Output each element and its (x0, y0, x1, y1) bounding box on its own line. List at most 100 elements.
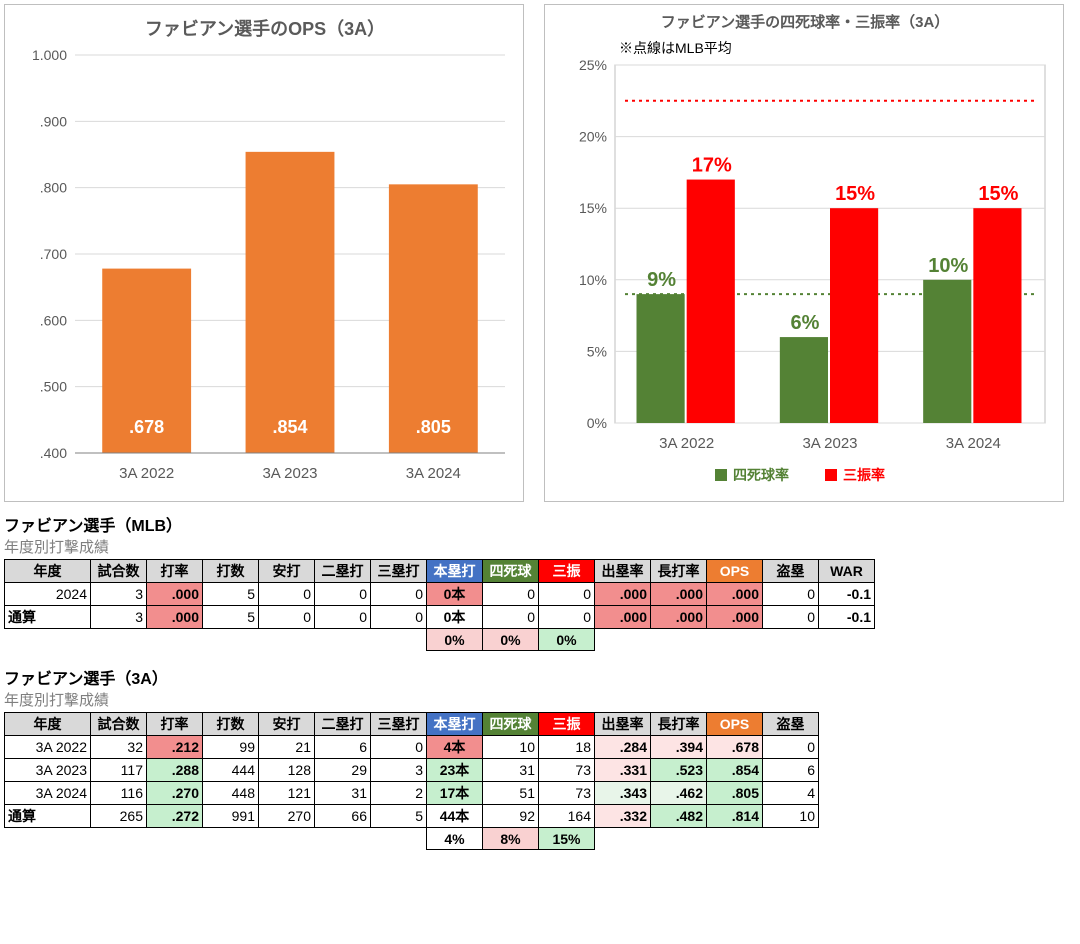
ops-xtick: 3A 2024 (406, 465, 461, 482)
bbk-xtick: 3A 2024 (946, 435, 1001, 452)
table-pct-cell: 15% (539, 828, 595, 850)
table-empty-cell (5, 629, 91, 651)
table-empty-cell (203, 828, 259, 850)
table-header-cell: 出塁率 (595, 713, 651, 736)
table-empty-cell (203, 629, 259, 651)
table-cell: 0 (539, 606, 595, 629)
ops-ytick: 1.000 (32, 47, 67, 63)
table-cell: 0 (539, 583, 595, 606)
table-cell: 5 (203, 606, 259, 629)
ops-ytick: .500 (40, 379, 67, 395)
bbk-ytick: 15% (579, 200, 607, 216)
bbk-ytick: 25% (579, 57, 607, 73)
table-cell: 66 (315, 805, 371, 828)
table-cell: 0 (259, 606, 315, 629)
bbk-ytick: 20% (579, 129, 607, 145)
table-cell: 0 (371, 606, 427, 629)
table-empty-cell (371, 629, 427, 651)
bbk-bar (687, 180, 735, 423)
aaa-subtitle: 年度別打撃成績 (4, 689, 1076, 710)
table-empty-cell (707, 828, 763, 850)
table-empty-cell (5, 828, 91, 850)
mlb-subtitle: 年度別打撃成績 (4, 536, 1076, 557)
table-cell: 51 (483, 782, 539, 805)
table-cell: 99 (203, 736, 259, 759)
bbk-chart-title: ファビアン選手の四死球率・三振率（3A） (661, 13, 950, 31)
table-empty-cell (259, 629, 315, 651)
table-header-cell: 本塁打 (427, 713, 483, 736)
table-cell: 3 (91, 583, 147, 606)
table-cell: 29 (315, 759, 371, 782)
table-cell: .000 (651, 583, 707, 606)
table-cell: 10 (763, 805, 819, 828)
table-pct-cell: 8% (483, 828, 539, 850)
table-cell: .000 (707, 583, 763, 606)
ops-bar-label: .678 (129, 417, 164, 437)
ops-xtick: 3A 2023 (262, 465, 317, 482)
table-cell: 0 (315, 606, 371, 629)
bbk-xtick: 3A 2023 (802, 435, 857, 452)
table-pct-cell: 0% (483, 629, 539, 651)
table-cell: 17本 (427, 782, 483, 805)
table-header-cell: 長打率 (651, 560, 707, 583)
ops-chart-title: ファビアン選手のOPS（3A） (145, 18, 385, 39)
table-cell: 3A 2023 (5, 759, 91, 782)
table-cell: .805 (707, 782, 763, 805)
table-empty-cell (259, 828, 315, 850)
ops-bar (389, 184, 478, 453)
table-header-cell: 年度 (5, 713, 91, 736)
bbk-bar-label: 15% (978, 183, 1018, 205)
aaa-table: 年度試合数打率打数安打二塁打三塁打本塁打四死球三振出塁率長打率OPS盗塁3A 2… (4, 712, 1076, 850)
table-row: 3A 202232.2129921604本1018.284.394.6780 (5, 736, 819, 759)
table-cell: 0本 (427, 606, 483, 629)
table-cell: 265 (91, 805, 147, 828)
table-row: 3A 2024116.27044812131217本5173.343.462.8… (5, 782, 819, 805)
bbk-bar-label: 15% (835, 183, 875, 205)
table-empty-cell (371, 828, 427, 850)
bbk-bar-label: 6% (790, 312, 819, 334)
ops-bar-label: .854 (272, 417, 307, 437)
legend-swatch-walk (715, 469, 727, 481)
mlb-title: ファビアン選手（MLB） (4, 512, 1076, 536)
bbk-xtick: 3A 2022 (659, 435, 714, 452)
table-cell: 4 (763, 782, 819, 805)
table-cell: 128 (259, 759, 315, 782)
table-cell: .678 (707, 736, 763, 759)
table-header-cell: 試合数 (91, 560, 147, 583)
table-empty-cell (763, 629, 819, 651)
table-cell: 6 (763, 759, 819, 782)
table-empty-cell (91, 828, 147, 850)
table-cell: .272 (147, 805, 203, 828)
bbk-bar (830, 208, 878, 423)
table-header-cell: 安打 (259, 560, 315, 583)
table-row: 通算265.27299127066544本92164.332.482.81410 (5, 805, 819, 828)
bbk-chart: ファビアン選手の四死球率・三振率（3A）※点線はMLB平均0%5%10%15%2… (544, 4, 1064, 502)
table-cell: 31 (315, 782, 371, 805)
ops-ytick: .700 (40, 246, 67, 262)
table-pct-row: 0%0%0% (5, 629, 875, 651)
table-cell: 10 (483, 736, 539, 759)
table-cell: 0 (763, 736, 819, 759)
table-cell: 0 (371, 736, 427, 759)
table-cell: 44本 (427, 805, 483, 828)
table-cell: .288 (147, 759, 203, 782)
table-cell: .332 (595, 805, 651, 828)
bbk-svg: ファビアン選手の四死球率・三振率（3A）※点線はMLB平均0%5%10%15%2… (545, 5, 1065, 503)
table-cell: 23本 (427, 759, 483, 782)
table-pct-cell: 4% (427, 828, 483, 850)
table-cell: 3 (91, 606, 147, 629)
table-cell: .270 (147, 782, 203, 805)
table-header-cell: 打数 (203, 713, 259, 736)
bbk-ytick: 5% (587, 343, 607, 359)
table-empty-cell (819, 629, 875, 651)
bbk-bar-label: 17% (692, 155, 732, 177)
table-cell: 3A 2022 (5, 736, 91, 759)
table-header-cell: 三塁打 (371, 560, 427, 583)
table-cell: 116 (91, 782, 147, 805)
ops-ytick: .400 (40, 445, 67, 461)
table-cell: 0 (763, 583, 819, 606)
table-empty-cell (763, 828, 819, 850)
bbk-bar (637, 294, 685, 423)
table-empty-cell (147, 828, 203, 850)
table-empty-cell (147, 629, 203, 651)
